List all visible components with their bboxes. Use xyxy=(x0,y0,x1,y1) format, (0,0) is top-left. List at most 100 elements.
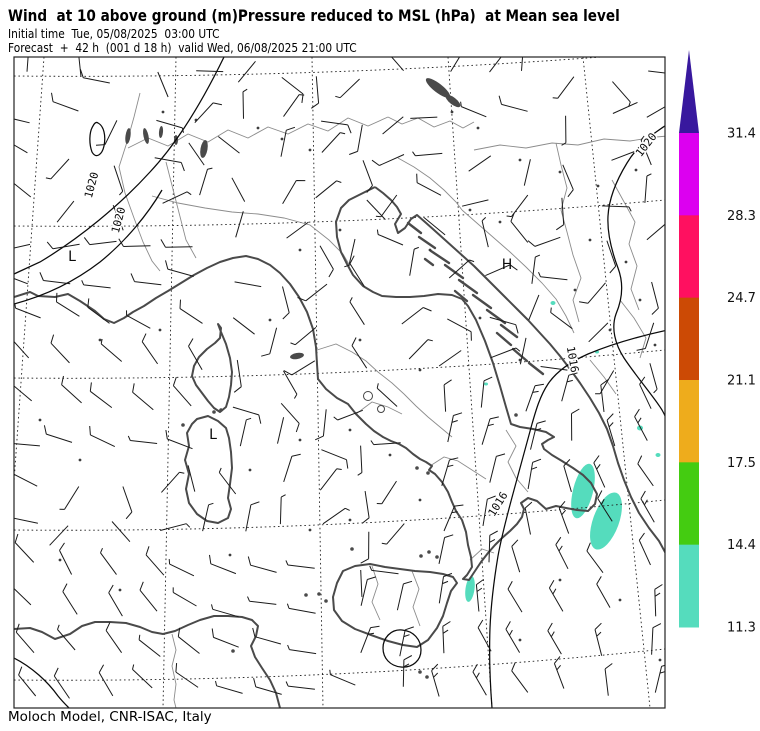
wind-barb xyxy=(344,238,356,268)
wind-barb xyxy=(179,299,203,324)
wind-barb xyxy=(218,467,237,495)
model-attribution: Moloch Model, CNR-ISAC, Italy xyxy=(8,709,212,725)
wind-barb xyxy=(527,236,561,247)
wind-barb xyxy=(488,530,498,563)
wind-barb xyxy=(83,237,117,246)
wind-barb xyxy=(281,77,304,103)
isobar-value-label: 1020 xyxy=(633,130,660,159)
wind-barb xyxy=(612,101,638,114)
wind-barb xyxy=(448,259,475,279)
wind-barb xyxy=(231,177,246,202)
small-island-dot xyxy=(419,554,423,558)
wind-barb xyxy=(280,126,296,157)
wind-barb xyxy=(239,417,252,447)
wind-barb xyxy=(506,194,529,218)
grid-meridian xyxy=(162,57,177,708)
legend-color-segment xyxy=(679,462,699,546)
grid-parallel xyxy=(14,648,665,681)
wind-barb xyxy=(321,120,352,134)
map-dot xyxy=(476,126,480,130)
legend-overflow-triangle xyxy=(679,50,699,133)
map-dot xyxy=(308,528,312,532)
isobar xyxy=(14,657,70,708)
wind-barb xyxy=(290,327,317,346)
wind-barb xyxy=(165,430,193,450)
shaded-wind-areas xyxy=(465,301,661,602)
wind-barb xyxy=(555,536,569,570)
wind-barb xyxy=(297,283,328,302)
wind-barb xyxy=(349,297,365,325)
wind-barb xyxy=(43,425,73,443)
wind-barb xyxy=(531,254,541,284)
coastline xyxy=(184,415,233,524)
wind-barb xyxy=(612,81,631,107)
wind-barb xyxy=(39,272,71,285)
wind-barb xyxy=(563,459,572,492)
map-dot xyxy=(256,126,260,130)
border-line xyxy=(127,116,389,149)
wind-barb xyxy=(447,318,472,341)
dalmatian-island xyxy=(443,263,465,280)
map-dot xyxy=(78,458,82,462)
wind-barb xyxy=(447,412,463,443)
wind-barb xyxy=(112,205,124,231)
wind-barb xyxy=(14,278,28,285)
wind-barb xyxy=(282,180,306,205)
wind-barb xyxy=(53,667,70,699)
wind-barb xyxy=(438,350,462,367)
wind-barb xyxy=(360,625,380,653)
wind-barb xyxy=(606,413,616,447)
pressure-contours xyxy=(14,57,665,708)
wind-barb xyxy=(510,212,529,243)
wind-barb xyxy=(369,565,399,575)
wind-barb xyxy=(362,160,373,193)
wind-barb xyxy=(460,101,487,118)
wind-barb xyxy=(61,375,82,404)
wind-barb xyxy=(416,173,442,196)
map-dot xyxy=(298,438,302,442)
wind-barb xyxy=(321,449,349,469)
grid-parallel xyxy=(14,57,608,77)
map-dot xyxy=(348,518,352,522)
map-dot xyxy=(418,498,422,502)
wind-barb xyxy=(283,94,305,117)
dalmatian-island xyxy=(495,331,513,347)
legend-color-segment xyxy=(679,380,699,463)
map-dot xyxy=(518,638,522,642)
wind-barb xyxy=(194,102,223,124)
wind-barb xyxy=(639,376,652,409)
wind-barb xyxy=(232,406,262,424)
wind-barb xyxy=(211,604,239,618)
dalmatian-island xyxy=(527,361,545,376)
map-dot xyxy=(608,328,612,332)
wind-barb xyxy=(175,663,199,688)
wind-barb xyxy=(461,199,489,207)
border-line xyxy=(118,92,161,272)
wind-barb xyxy=(237,60,256,83)
wind-barb xyxy=(376,480,397,505)
wind-barb xyxy=(646,106,665,118)
wind-barb xyxy=(360,531,370,564)
wind-barb xyxy=(319,468,342,491)
wind-barb xyxy=(431,663,440,697)
wind-barb xyxy=(285,560,315,569)
forecast-valid-text: Forecast + 42 h (001 d 18 h) valid Wed, … xyxy=(8,40,357,55)
wind-barb xyxy=(56,200,75,223)
wind-barb xyxy=(279,494,286,525)
wind-barb xyxy=(525,383,544,412)
border-line xyxy=(387,116,475,129)
grid-parallel xyxy=(14,499,665,531)
small-island-dot xyxy=(426,471,430,475)
wind-barb xyxy=(118,238,151,247)
border-line xyxy=(589,359,617,395)
wind-barb xyxy=(215,680,243,694)
map-dot xyxy=(158,328,162,332)
isobar xyxy=(488,330,665,708)
wind-barb xyxy=(511,662,529,693)
wind-barb xyxy=(235,211,244,238)
wind-barb xyxy=(376,383,398,407)
map-dot xyxy=(588,238,592,242)
wind-barb xyxy=(482,495,496,526)
wind-barb xyxy=(381,523,405,545)
high-pressure-marker: H xyxy=(502,257,513,273)
